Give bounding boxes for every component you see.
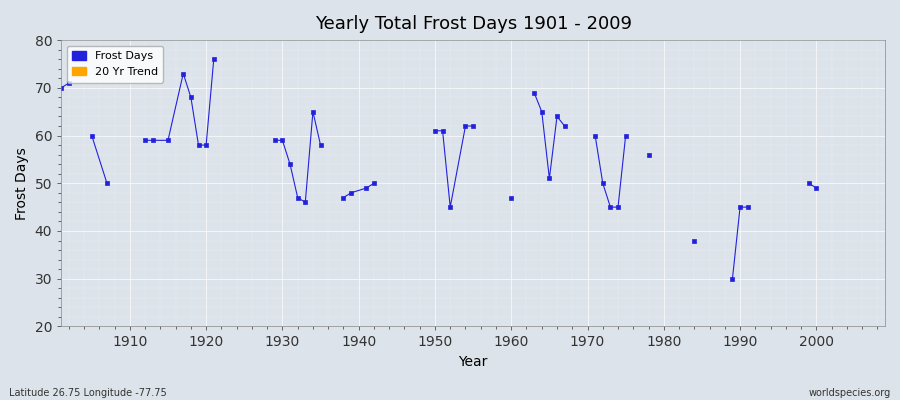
- Y-axis label: Frost Days: Frost Days: [15, 147, 29, 220]
- Text: worldspecies.org: worldspecies.org: [809, 388, 891, 398]
- Text: Latitude 26.75 Longitude -77.75: Latitude 26.75 Longitude -77.75: [9, 388, 166, 398]
- Legend: Frost Days, 20 Yr Trend: Frost Days, 20 Yr Trend: [67, 46, 163, 82]
- X-axis label: Year: Year: [458, 355, 488, 369]
- Title: Yearly Total Frost Days 1901 - 2009: Yearly Total Frost Days 1901 - 2009: [315, 15, 632, 33]
